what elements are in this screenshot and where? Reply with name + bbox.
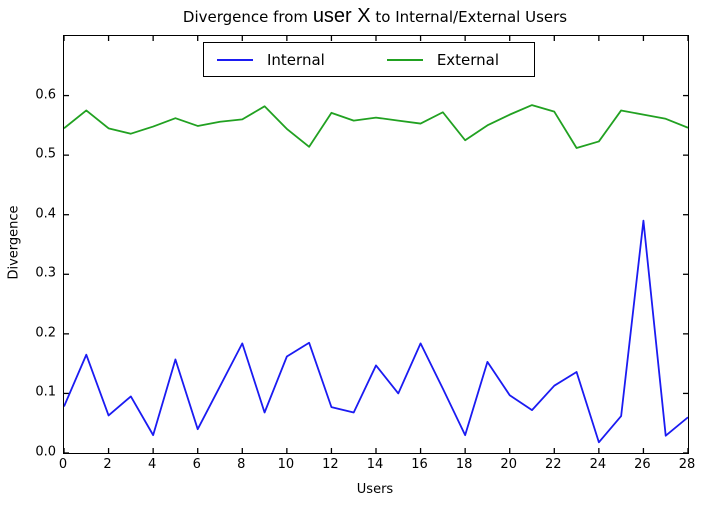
x-tick-label: 0 <box>58 457 68 472</box>
y-axis-label: Divergence <box>6 205 22 280</box>
x-tick-label: 26 <box>634 457 651 472</box>
y-tick-label: 0.5 <box>35 146 56 162</box>
x-tick-label: 20 <box>500 457 517 472</box>
x-tick-labels: 0 2 4 6 8 10 12 14 16 18 20 22 24 26 28 <box>59 457 695 475</box>
y-tick-label: 0.2 <box>35 325 56 341</box>
legend-label-external: External <box>436 50 500 69</box>
y-tick-label: 0.4 <box>35 206 56 222</box>
x-tick-label: 12 <box>322 457 339 472</box>
legend-item-external: External <box>386 50 500 69</box>
legend-item-internal: Internal <box>217 51 325 69</box>
internal-line-sample <box>217 58 253 61</box>
chart-title: Divergence from user X to Internal/Exter… <box>63 0 687 32</box>
x-tick-label: 2 <box>103 457 112 472</box>
y-tick-label: 0.3 <box>35 265 56 281</box>
x-tick-label: 16 <box>411 457 428 472</box>
external-line-sample <box>386 58 423 61</box>
legend-label-internal: Internal <box>267 50 325 69</box>
y-tick-labels: 0.0 0.1 0.2 0.3 0.4 0.5 0.6 <box>22 35 56 459</box>
chart-title-prefix: Divergence from <box>182 8 313 26</box>
y-tick-label: 0.0 <box>35 444 56 460</box>
x-tick-label: 18 <box>455 457 473 472</box>
plot-area <box>63 35 689 454</box>
plot-canvas <box>64 36 688 453</box>
x-axis-label: Users <box>356 482 394 497</box>
x-tick-label: 4 <box>148 457 157 472</box>
chart-title-emphasis: user X <box>312 5 371 27</box>
x-tick-label: 22 <box>545 457 562 472</box>
x-tick-label: 6 <box>192 457 201 472</box>
x-tick-label: 24 <box>589 457 607 472</box>
external-line <box>64 104 688 149</box>
legend: Internal External <box>203 42 535 77</box>
x-tick-label: 8 <box>237 457 246 472</box>
internal-line <box>64 219 688 444</box>
x-tick-label: 14 <box>366 457 384 472</box>
y-tick-label: 0.6 <box>35 87 56 103</box>
y-tick-label: 0.1 <box>35 384 56 400</box>
x-tick-label: 28 <box>678 457 696 472</box>
x-tick-label: 10 <box>277 457 295 472</box>
chart-title-suffix: to Internal/External Users <box>370 8 568 26</box>
